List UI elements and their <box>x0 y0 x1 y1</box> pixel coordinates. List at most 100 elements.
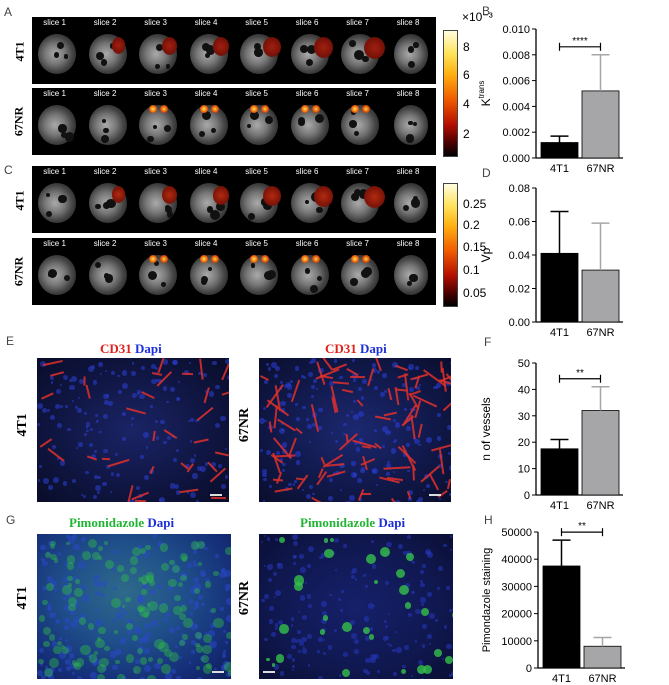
dapi-nucleus <box>62 481 68 487</box>
pimonidazole-signal <box>95 639 105 649</box>
row-label-c-67nr: 67NR <box>11 256 26 287</box>
panel-label-e: E <box>6 334 15 348</box>
cd31-vessel <box>196 406 214 422</box>
dapi-nucleus <box>162 385 168 391</box>
dapi-nucleus <box>269 619 274 624</box>
pimonidazole-signal <box>141 588 148 596</box>
dapi-nucleus <box>300 567 306 573</box>
dapi-nucleus <box>311 422 317 428</box>
pimonidazole-signal <box>121 604 126 609</box>
dapi-nucleus <box>374 385 379 390</box>
dapi-nucleus <box>274 366 280 372</box>
dapi-nucleus <box>199 570 207 577</box>
dapi-nucleus <box>59 383 63 387</box>
dapi-nucleus <box>176 397 181 402</box>
pimonidazole-signal <box>223 661 231 673</box>
pimonidazole-signal <box>173 606 182 615</box>
dapi-nucleus <box>267 564 273 570</box>
pimonidazole-signal <box>67 576 73 582</box>
mri-slice: slice 6 <box>285 166 336 233</box>
dapi-nucleus <box>153 534 157 538</box>
pimonidazole-signal <box>43 640 50 647</box>
dapi-nucleus <box>80 615 86 621</box>
dapi-nucleus <box>425 483 431 489</box>
dapi-nucleus <box>351 359 355 363</box>
title-e-right: CD31 Dapi <box>325 341 387 357</box>
mri-cavity <box>304 200 310 205</box>
dapi-nucleus <box>227 374 229 380</box>
dapi-nucleus <box>292 540 298 546</box>
y-tick-label: 0 <box>526 663 532 675</box>
dapi-nucleus <box>204 462 209 467</box>
dapi-nucleus <box>404 645 409 650</box>
pimonidazole-signal <box>129 556 139 566</box>
dapi-nucleus <box>200 542 206 548</box>
dapi-nucleus <box>287 654 292 659</box>
cd31-vessel <box>40 392 54 400</box>
dapi-nucleus <box>177 577 181 581</box>
dapi-nucleus <box>83 433 87 437</box>
pimonidazole-signal <box>171 564 181 574</box>
dapi-nucleus <box>377 670 381 674</box>
dapi-nucleus <box>376 483 379 486</box>
dapi-nucleus <box>140 365 146 371</box>
dapi-nucleus <box>383 620 387 623</box>
colorbar-c-tick-02: 0.2 <box>463 218 480 232</box>
cd31-vessel <box>151 431 156 442</box>
dapi-nucleus <box>209 640 217 649</box>
dapi-nucleus <box>101 593 105 597</box>
dapi-nucleus <box>169 482 176 489</box>
micrograph-g-4t1 <box>37 534 231 679</box>
panel-label-d: D <box>482 166 491 180</box>
dapi-nucleus <box>71 375 77 382</box>
dapi-nucleus <box>128 499 135 502</box>
dapi-nucleus <box>166 670 170 674</box>
cd31-vessel <box>295 427 304 435</box>
slice-label: slice 3 <box>144 239 167 248</box>
dapi-nucleus <box>138 645 144 652</box>
slice-label: slice 8 <box>396 239 420 248</box>
slice-label: slice 1 <box>43 167 66 176</box>
dapi-nucleus <box>443 625 448 629</box>
dapi-nucleus <box>273 373 278 378</box>
dapi-nucleus <box>190 639 197 646</box>
dapi-nucleus <box>110 370 116 375</box>
dapi-nucleus <box>46 408 50 412</box>
pimonidazole-signal <box>266 657 271 662</box>
dapi-nucleus <box>214 422 220 428</box>
dapi-nucleus <box>411 560 416 565</box>
dapi-nucleus <box>135 568 140 573</box>
mri-section <box>393 34 428 74</box>
pimonidazole-signal <box>139 606 150 617</box>
x-tick-label: 67NR <box>586 163 614 175</box>
cd31-vessel <box>428 473 439 491</box>
pimonidazole-signal <box>137 604 145 613</box>
mri-cavity <box>106 198 116 209</box>
dapi-nucleus <box>449 548 453 552</box>
mri-cavity <box>101 119 106 124</box>
dapi-nucleus <box>71 600 80 608</box>
mri-cavity <box>315 113 325 123</box>
dapi-nucleus <box>205 577 211 583</box>
dapi-nucleus <box>220 607 224 611</box>
title-e-right-dapi: Dapi <box>360 341 387 356</box>
y-axis-label-superscript: trans <box>477 81 486 99</box>
dapi-nucleus <box>135 628 140 634</box>
dapi-nucleus <box>224 447 227 450</box>
pimonidazole-signal <box>132 547 142 557</box>
dapi-nucleus <box>395 500 402 502</box>
dapi-nucleus <box>302 645 306 649</box>
y-axis-label: Pimondazole staining <box>481 548 493 653</box>
dapi-nucleus <box>92 557 97 562</box>
dapi-nucleus <box>155 420 159 424</box>
mri-strip-a-4t1: slice 1 slice 2 slice 3 slice 4 slice 5 slice… <box>32 17 436 84</box>
dapi-nucleus <box>306 423 313 430</box>
mri-cavity <box>63 274 71 282</box>
mri-cavity <box>63 54 69 59</box>
dapi-nucleus <box>449 362 451 365</box>
dapi-nucleus <box>224 358 229 364</box>
pimonidazole-signal <box>341 669 351 678</box>
dapi-nucleus <box>426 592 432 598</box>
mri-slice: slice 1 <box>32 88 83 155</box>
dapi-nucleus <box>419 580 424 584</box>
